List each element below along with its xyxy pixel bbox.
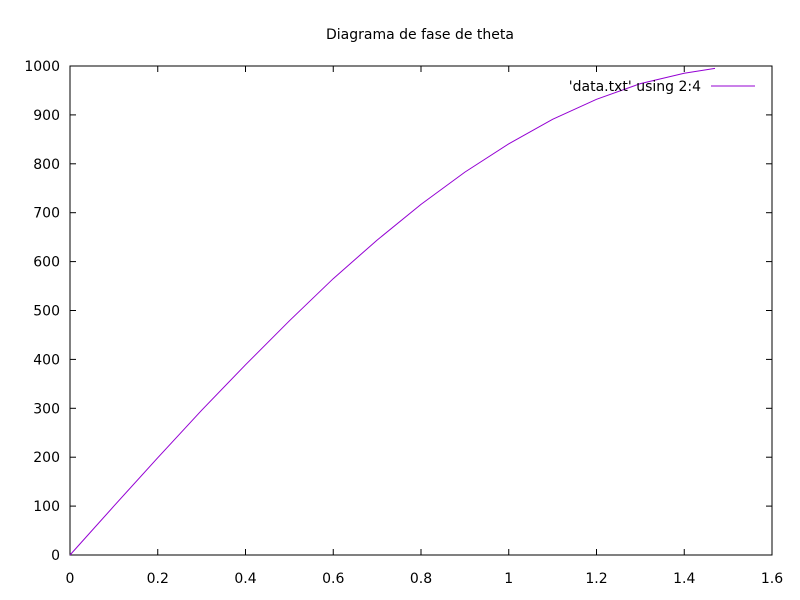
y-tick-label: 900 — [33, 108, 60, 124]
y-tick-label: 100 — [33, 499, 60, 515]
y-tick-label: 600 — [33, 255, 60, 271]
y-tick-label: 1000 — [24, 59, 60, 75]
axes: 0 0.2 0.4 0.6 0.8 1 1.2 1.4 1.6 0 100 200 300 400 500 6… — [24, 59, 783, 587]
x-tick-label: 1.2 — [585, 571, 607, 587]
y-tick-label: 400 — [33, 352, 60, 368]
x-tick-label: 0.2 — [147, 571, 169, 587]
x-tick-label: 1.4 — [673, 571, 695, 587]
y-tick-label: 700 — [33, 206, 60, 222]
x-tick-label: 0.4 — [234, 571, 256, 587]
series-line — [69, 67, 716, 556]
y-tick-label: 300 — [33, 401, 60, 417]
x-tick-label: 1.6 — [761, 571, 783, 587]
x-tick-label: 0 — [66, 571, 75, 587]
x-tick-label: 0.8 — [410, 571, 432, 587]
chart-title: Diagrama de fase de theta — [326, 27, 514, 43]
y-tick-label: 200 — [33, 450, 60, 466]
series-group — [69, 67, 716, 556]
x-tick-label: 0.6 — [322, 571, 344, 587]
plot-frame — [69, 65, 773, 556]
legend: 'data.txt' using 2:4 — [569, 79, 755, 95]
y-tick-label: 800 — [33, 157, 60, 173]
y-tick-label: 500 — [33, 304, 60, 320]
legend-label: 'data.txt' using 2:4 — [569, 79, 701, 95]
x-tick-label: 1 — [504, 571, 513, 587]
y-tick-label: 0 — [51, 548, 60, 564]
